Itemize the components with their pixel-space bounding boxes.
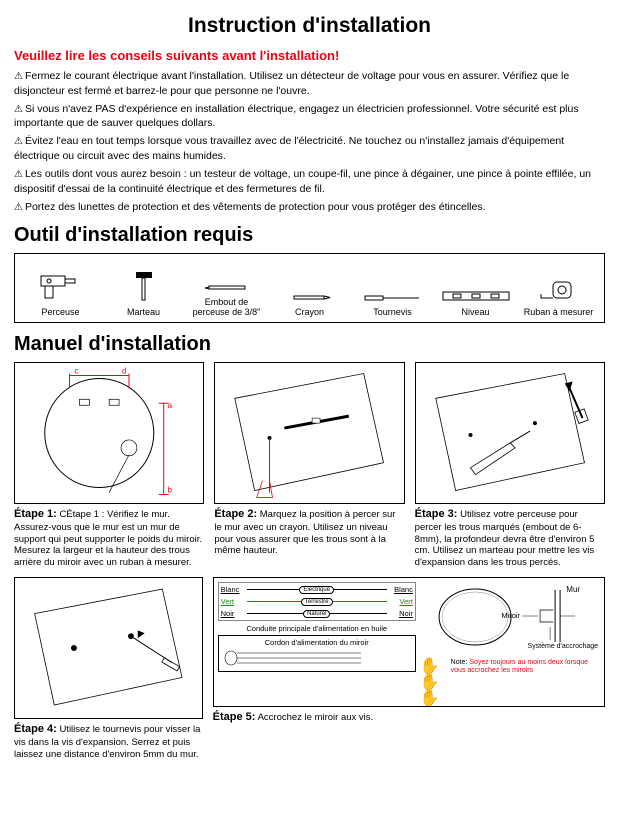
step-5: Blanc Électrique Blanc Vert Terrestre Vert N… [213,577,605,761]
hang-note: Note: Soyez toujours au moins deux lorsq… [451,659,600,674]
warning-icon: ⚠ [14,70,23,84]
tool-screwdriver: Tournevis [351,270,434,318]
step-3-text: Étape 3: Utilisez votre perceuse pour pe… [415,508,605,569]
tip: ⚠Évitez l'eau en tout temps lorsque vous… [14,134,605,163]
step-4-figure [14,577,203,719]
gloves-icon: ✋✋✋✋ [420,659,447,707]
steps-row-1: c d a b Étape 1: CÉtape 1 : Vérifiez le … [14,362,605,569]
step-5-text: Étape 5: Accrochez le miroir aux vis. [213,711,605,725]
tool-pencil: Crayon [268,270,351,318]
tape-icon [539,270,579,304]
page-title: Instruction d'installation [14,14,605,38]
step-title: Étape 5: [213,711,256,723]
wire-tag: Électrique [299,586,334,594]
svg-text:Mur: Mur [566,585,580,594]
level-icon [441,270,511,304]
tool-label: Niveau [434,308,517,318]
warning-icon: ⚠ [14,201,23,215]
manual-heading: Manuel d'installation [14,333,605,356]
step-3-figure [415,362,605,504]
tool-label: Embout de perceuse de 3/8" [185,298,268,318]
pencil-icon [288,270,332,304]
hang-panel: Mur Miroir Système d'accrochage ✋✋✋✋ Not… [420,582,600,702]
step-4: Étape 4: Utilisez le tournevis pour viss… [14,577,203,761]
step-1-text: Étape 1: CÉtape 1 : Vérifiez le mur. Ass… [14,508,204,569]
warning-icon: ⚠ [14,103,23,117]
wire-label: Blanc [221,585,247,594]
note-label: Note: [451,659,468,666]
step-1-figure: c d a b [14,362,204,504]
wire-tag: Naturel [303,610,330,618]
tool-label: Tournevis [351,308,434,318]
step-title: Étape 1: [14,508,57,520]
wire-label: Blanc [387,585,413,594]
warning-icon: ⚠ [14,135,23,149]
svg-text:Système d'accrochage: Système d'accrochage [527,643,598,650]
step-3: Étape 3: Utilisez votre perceuse pour pe… [415,362,605,569]
steps-row-2: Étape 4: Utilisez le tournevis pour viss… [14,577,605,761]
tip-text: Portez des lunettes de protection et des… [25,201,486,213]
tool-drill: Perceuse [19,270,102,318]
screwdriver-icon [363,270,423,304]
svg-text:a: a [168,401,173,410]
main-cable-label: Conduite principale d'alimentation en hu… [218,624,416,633]
svg-text:Miroir: Miroir [501,611,520,620]
tip-text: Fermez le courant électrique avant l'ins… [14,70,569,97]
note-body: Soyez toujours au moins deux lorsque vou… [451,659,588,674]
drillbit-icon [205,260,249,294]
svg-text:d: d [122,366,126,375]
step-2: Étape 2: Marquez la position à percer su… [214,362,404,569]
tip-text: Les outils dont vous aurez besoin : un t… [14,168,591,195]
tip: ⚠Les outils dont vous aurez besoin : un … [14,167,605,196]
step-1: c d a b Étape 1: CÉtape 1 : Vérifiez le … [14,362,204,569]
tool-level: Niveau [434,270,517,318]
tool-drillbit: Embout de perceuse de 3/8" [185,260,268,318]
wire-label: Noir [221,609,247,618]
tool-tape: Ruban à mesurer [517,270,600,318]
tools-box: Perceuse Marteau Embout de perceuse de 3… [14,253,605,323]
tool-hammer: Marteau [102,270,185,318]
warning-icon: ⚠ [14,168,23,182]
svg-text:b: b [168,485,173,494]
wire-label: Noir [387,609,413,618]
step-title: Étape 4: [14,723,57,735]
tip: ⚠Si vous n'avez PAS d'expérience en inst… [14,102,605,131]
step-5-figure: Blanc Électrique Blanc Vert Terrestre Vert N… [213,577,605,707]
step-title: Étape 3: [415,508,458,520]
tools-heading: Outil d'installation requis [14,224,605,247]
step-2-figure [214,362,404,504]
drill-icon [39,270,83,304]
wire-label: Vert [387,597,413,606]
step-title: Étape 2: [214,508,257,520]
wire-tag: Terrestre [301,598,333,606]
warning-heading: Veuillez lire les conseils suivants avan… [14,48,605,63]
step-body: Accrochez le miroir aux vis. [258,712,374,723]
step-2-text: Étape 2: Marquez la position à percer su… [214,508,404,557]
wiring-panel: Blanc Électrique Blanc Vert Terrestre Vert N… [218,582,416,702]
tool-label: Crayon [268,308,351,318]
wire-label: Vert [221,597,247,606]
tip-text: Évitez l'eau en tout temps lorsque vous … [14,135,564,162]
tip: ⚠Fermez le courant électrique avant l'in… [14,69,605,98]
mirror-cable-label: Cordon d'alimentation du miroir [221,638,413,647]
tool-label: Perceuse [19,308,102,318]
tool-label: Ruban à mesurer [517,308,600,318]
step-4-text: Étape 4: Utilisez le tournevis pour viss… [14,723,203,761]
tool-label: Marteau [102,308,185,318]
hammer-icon [132,270,156,304]
tip-text: Si vous n'avez PAS d'expérience en insta… [14,103,579,130]
svg-text:c: c [74,366,78,375]
tip: ⚠Portez des lunettes de protection et de… [14,200,605,215]
